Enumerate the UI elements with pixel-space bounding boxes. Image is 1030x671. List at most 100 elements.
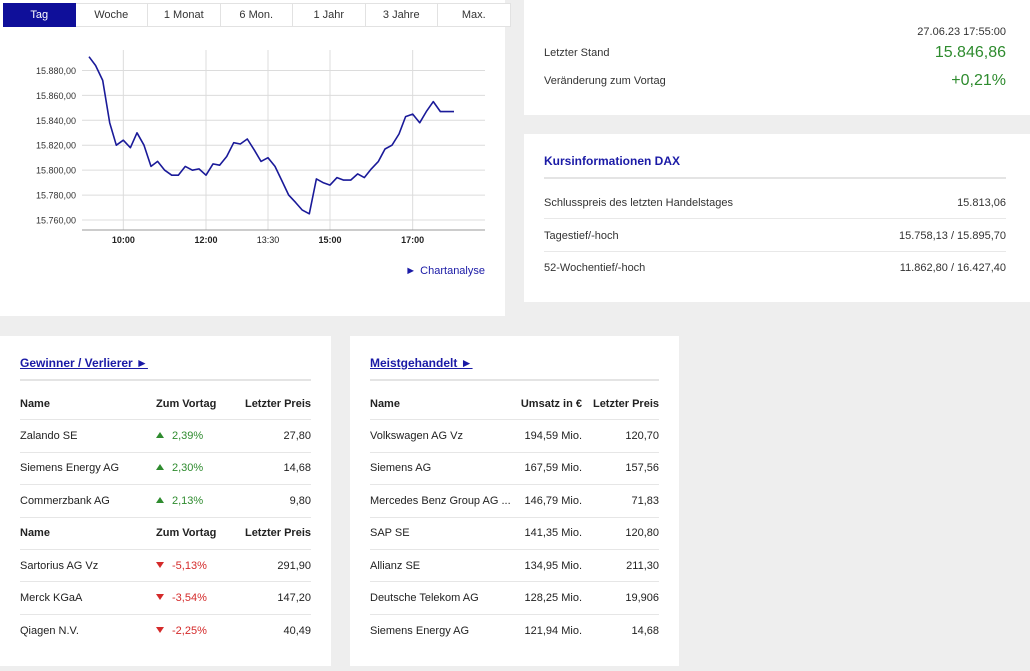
col-price: Letzter Preis [592,397,659,410]
last-price-value: 15.846,86 [934,44,1006,61]
table-row[interactable]: Sartorius AG Vz -5,13% 291,90 [20,550,311,583]
info-value: 15.813,06 [957,196,1006,209]
col-name: Name [370,397,400,410]
tab-3-years[interactable]: 3 Jahre [365,3,438,27]
info-row-day-range: Tagestief/-hoch 15.758,13 / 15.895,70 [544,220,1006,252]
info-value: 11.862,80 / 16.427,40 [899,262,1006,274]
table-row[interactable]: Volkswagen AG Vz 194,59 Mio. 120,70 [370,420,659,453]
stock-name[interactable]: Deutsche Telekom AG [370,592,479,605]
change-value: +0,21% [951,72,1006,89]
tab-1-year[interactable]: 1 Jahr [293,3,366,27]
price-cell: 157,56 [625,462,659,475]
most-traded-card: Meistgehandelt ► Name Umsatz in € Letzte… [350,336,679,666]
stock-name[interactable]: Volkswagen AG Vz [370,430,463,443]
gainers-losers-link[interactable]: Gewinner / Verlierer ► [20,356,148,370]
volume-cell: 128,25 Mio. [524,592,582,605]
stock-name[interactable]: Qiagen N.V. [20,624,79,637]
y-tick-label: 15.840,00 [36,116,76,126]
info-title: Kursinformationen DAX [544,154,681,168]
table-row[interactable]: Merck KGaA -3,54% 147,20 [20,582,311,615]
volume-cell: 167,59 Mio. [524,462,582,475]
info-row-52w-range: 52-Wochentief/-hoch 11.862,80 / 16.427,4… [544,252,1006,284]
chart-analysis-label: Chartanalyse [420,265,485,277]
table-row[interactable]: Allianz SE 134,95 Mio. 211,30 [370,550,659,583]
table-row[interactable]: SAP SE 141,35 Mio. 120,80 [370,518,659,550]
price-cell: 120,80 [625,527,659,540]
stock-name[interactable]: Siemens AG [370,462,432,475]
arrow-down-icon [156,626,164,633]
y-tick-label: 15.760,00 [36,216,76,226]
quote-timestamp: 27.06.23 17:55:00 [917,26,1006,38]
price-cell: 14,68 [283,462,311,475]
volume-cell: 134,95 Mio. [524,559,582,572]
price-cell: 40,49 [283,624,311,637]
table-header: Name Zum Vortag Letzter Preis [20,518,311,550]
change-cell: -3,54% [156,592,238,604]
timeframe-tabs: Tag Woche 1 Monat 6 Mon. 1 Jahr 3 Jahre … [3,3,511,27]
price-cell: 71,83 [631,494,659,507]
price-cell: 9,80 [289,494,311,507]
price-info-card: Kursinformationen DAX Schlusspreis des l… [524,134,1030,302]
most-traded-link[interactable]: Meistgehandelt ► [370,356,473,370]
tab-6-months[interactable]: 6 Mon. [220,3,293,27]
arrow-down-icon [156,561,164,568]
volume-cell: 121,94 Mio. [524,624,582,637]
stock-name[interactable]: Siemens Energy AG [20,462,120,475]
stock-name[interactable]: Zalando SE [20,430,78,443]
mg-divider [370,379,659,381]
volume-cell: 141,35 Mio. [524,527,582,540]
change-cell: 2,30% [156,462,238,474]
tab-max[interactable]: Max. [438,3,511,27]
table-row[interactable]: Deutsche Telekom AG 128,25 Mio. 19,906 [370,582,659,615]
price-chart: 15.760,00 15.780,00 15.800,00 15.820,00 15.8… [36,50,485,245]
stock-name[interactable]: Siemens Energy AG [370,624,470,637]
col-price: Letzter Preis [244,527,311,540]
table-row[interactable]: Siemens Energy AG 2,30% 14,68 [20,453,311,486]
x-tick-label: 17:00 [401,235,424,245]
table-header: Name Zum Vortag Letzter Preis [20,388,311,421]
change-cell: 2,13% [156,495,238,507]
stock-name[interactable]: Sartorius AG Vz [20,559,99,572]
change-value: 2,30% [172,462,204,475]
chart-card: Tag Woche 1 Monat 6 Mon. 1 Jahr 3 Jahre … [0,0,511,316]
table-row[interactable]: Siemens Energy AG 121,94 Mio. 14,68 [370,615,659,647]
col-change: Zum Vortag [156,527,217,540]
price-line [88,56,454,215]
arrow-up-icon [156,464,164,471]
table-row[interactable]: Zalando SE 2,39% 27,80 [20,420,311,453]
price-cell: 27,80 [283,430,311,443]
stock-name[interactable]: Commerzbank AG [20,494,110,507]
last-price-row: Letzter Stand 15.846,86 [544,44,1006,62]
table-header: Name Umsatz in € Letzter Preis [370,388,659,421]
x-tick-label: 12:00 [194,235,217,245]
change-cell: -2,25% [156,625,238,637]
info-row-close: Schlusspreis des letzten Handelstages 15… [544,187,1006,219]
x-tick-label: 13:30 [257,235,280,245]
y-tick-label: 15.820,00 [36,141,76,151]
price-cell: 147,20 [277,592,311,605]
change-cell: -5,13% [156,560,238,572]
tab-week[interactable]: Woche [75,3,148,27]
x-tick-label: 10:00 [112,235,135,245]
arrow-down-icon [156,594,164,601]
quote-card: 27.06.23 17:55:00 Letzter Stand 15.846,8… [524,0,1030,115]
price-cell: 120,70 [625,430,659,443]
table-row[interactable]: Mercedes Benz Group AG ... 146,79 Mio. 7… [370,485,659,518]
arrow-up-icon [156,432,164,439]
table-row[interactable]: Commerzbank AG 2,13% 9,80 [20,485,311,518]
tab-day[interactable]: Tag [3,3,76,27]
y-tick-label: 15.780,00 [36,191,76,201]
tab-1-month[interactable]: 1 Monat [148,3,221,27]
stock-name[interactable]: Merck KGaA [20,592,83,605]
gainers-losers-table: Name Zum Vortag Letzter Preis Zalando SE… [20,388,311,647]
gv-divider [20,379,311,381]
stock-name[interactable]: SAP SE [370,527,410,540]
chart-analysis-link[interactable]: ► Chartanalyse [405,265,485,277]
table-row[interactable]: Siemens AG 167,59 Mio. 157,56 [370,453,659,486]
gainers-losers-card: Gewinner / Verlierer ► Name Zum Vortag L… [0,336,331,666]
change-value: 2,13% [172,494,204,507]
table-row[interactable]: Qiagen N.V. -2,25% 40,49 [20,615,311,647]
price-cell: 19,906 [625,592,659,605]
stock-name[interactable]: Allianz SE [370,559,421,572]
stock-name[interactable]: Mercedes Benz Group AG ... [370,494,510,507]
